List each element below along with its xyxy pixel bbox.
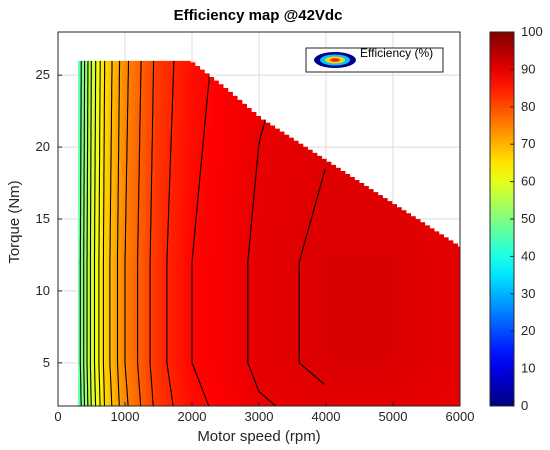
x-tick-label: 0 — [54, 409, 61, 424]
y-tick-label: 5 — [43, 355, 50, 370]
colorbar-ticks: 0 10 20 30 40 50 60 70 80 90 100 — [510, 24, 543, 413]
chart-title: Efficiency map @42Vdc — [174, 7, 343, 24]
colorbar-tick-label: 100 — [521, 24, 543, 39]
efficiency-contours — [79, 60, 326, 407]
y-tick-label: 10 — [36, 283, 50, 298]
colorbar-tick-label: 80 — [521, 99, 535, 114]
x-tick-label: 5000 — [379, 409, 408, 424]
x-tick-label: 2000 — [178, 409, 207, 424]
colorbar-tick-label: 90 — [521, 61, 535, 76]
y-axis-ticks: 5 10 15 20 25 — [36, 67, 62, 370]
x-tick-label: 6000 — [446, 409, 475, 424]
x-tick-label: 4000 — [312, 409, 341, 424]
colorbar-tick-label: 0 — [521, 398, 528, 413]
x-tick-label: 1000 — [111, 409, 140, 424]
x-axis-ticks: 0 1000 2000 3000 4000 5000 6000 — [54, 402, 474, 424]
colorbar-tick-label: 10 — [521, 361, 535, 376]
x-axis-label: Motor speed (rpm) — [197, 428, 320, 445]
colorbar-tick-label: 20 — [521, 323, 535, 338]
legend-label: Efficiency (%) — [360, 46, 433, 60]
colorbar-tick-label: 50 — [521, 211, 535, 226]
legend: Efficiency (%) — [305, 46, 444, 73]
colorbar-tick-label: 70 — [521, 136, 535, 151]
y-tick-label: 20 — [36, 139, 50, 154]
colorbar-tick-label: 30 — [521, 286, 535, 301]
y-tick-label: 15 — [36, 211, 50, 226]
x-tick-label: 3000 — [245, 409, 274, 424]
colorbar-tick-label: 40 — [521, 248, 535, 263]
y-axis-label: Torque (Nm) — [6, 180, 23, 263]
y-tick-label: 25 — [36, 67, 50, 82]
colorbar-tick-label: 60 — [521, 174, 535, 189]
legend-contour-icon — [314, 52, 356, 68]
